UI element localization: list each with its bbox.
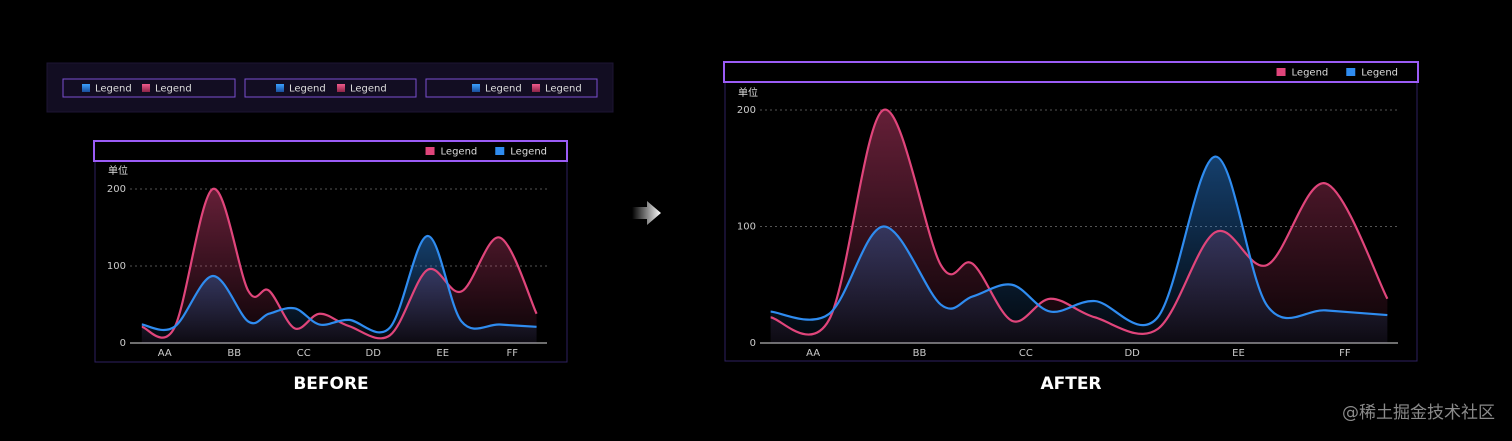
x-tick-label: BB bbox=[227, 348, 241, 359]
legend-swatch bbox=[425, 147, 435, 155]
line bbox=[141, 187, 538, 340]
legend-swatch bbox=[82, 84, 90, 92]
area bbox=[141, 235, 537, 343]
y-tick-label: 0 bbox=[120, 338, 126, 349]
legend-box bbox=[723, 61, 1419, 83]
legend-label: Legend bbox=[155, 84, 192, 95]
x-tick-label: CC bbox=[297, 348, 311, 359]
legend-swatch bbox=[1346, 68, 1356, 76]
x-tick-label: AA bbox=[806, 348, 820, 359]
legend-strip bbox=[46, 62, 614, 113]
x-tick-label: DD bbox=[366, 348, 382, 359]
arrow bbox=[632, 201, 661, 225]
legend-swatch bbox=[276, 84, 284, 92]
legend-label: Legend bbox=[350, 84, 387, 95]
area bbox=[770, 156, 1388, 343]
legend-label: Legend bbox=[545, 84, 582, 95]
legend-swatch bbox=[337, 84, 345, 92]
caption: BEFORE bbox=[293, 374, 368, 394]
legend-label: Legend bbox=[95, 84, 132, 95]
legend-box bbox=[93, 140, 568, 162]
legend-swatch bbox=[142, 84, 150, 92]
legend-label: Legend bbox=[1292, 68, 1329, 79]
caption: AFTER bbox=[1040, 374, 1101, 394]
x-tick-label: FF bbox=[1339, 348, 1351, 359]
x-tick-label: FF bbox=[506, 348, 518, 359]
legend-swatch bbox=[1276, 68, 1286, 76]
y-axis-label: 单位 bbox=[738, 86, 758, 99]
line bbox=[770, 155, 1388, 327]
y-tick-label: 0 bbox=[750, 338, 756, 349]
legend-label: Legend bbox=[1361, 68, 1398, 79]
y-tick-label: 200 bbox=[737, 105, 756, 116]
line bbox=[770, 108, 1389, 336]
legend-label: Legend bbox=[510, 147, 547, 158]
x-tick-label: EE bbox=[436, 348, 449, 359]
y-axis-label: 单位 bbox=[108, 164, 128, 177]
y-tick-label: 100 bbox=[107, 261, 126, 272]
legend-box bbox=[425, 78, 598, 98]
line bbox=[141, 234, 537, 334]
legend-label: Legend bbox=[289, 84, 326, 95]
x-tick-label: AA bbox=[158, 348, 172, 359]
x-tick-label: EE bbox=[1232, 348, 1245, 359]
x-tick-label: BB bbox=[913, 348, 927, 359]
watermark: @稀土掘金技术社区 bbox=[1342, 403, 1495, 423]
y-tick-label: 100 bbox=[737, 222, 756, 233]
legend-swatch bbox=[472, 84, 480, 92]
legend-box bbox=[62, 78, 236, 98]
legend-swatch bbox=[495, 147, 505, 155]
legend-swatch bbox=[532, 84, 540, 92]
legend-box bbox=[244, 78, 417, 98]
legend-label: Legend bbox=[485, 84, 522, 95]
y-tick-label: 200 bbox=[107, 184, 126, 195]
x-tick-label: DD bbox=[1124, 348, 1140, 359]
legend-label: Legend bbox=[441, 147, 478, 158]
x-tick-label: CC bbox=[1019, 348, 1033, 359]
